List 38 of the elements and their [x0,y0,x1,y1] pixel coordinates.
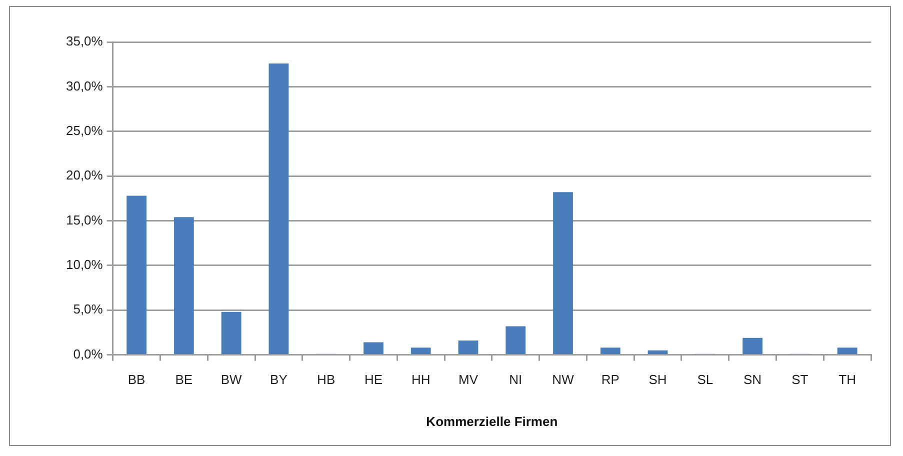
x-axis-title: Kommerzielle Firmen [426,414,558,429]
x-tick-label: BE [175,372,193,388]
x-tick-label: TH [838,372,856,388]
bar [506,326,526,354]
x-tick-label: SN [744,372,762,388]
x-tick-label: MV [458,372,478,388]
x-tick-label: RP [601,372,620,388]
y-tick-label: 15,0% [66,212,104,228]
y-tick-label: 5,0% [73,302,104,317]
bar [458,340,478,354]
x-tick-label: BW [220,372,243,388]
bar [742,338,762,354]
bar [268,63,289,354]
y-tick-label: 25,0% [66,122,104,138]
bar [553,192,573,354]
x-tick-label: HB [317,372,336,388]
bar [174,217,194,354]
bar [600,348,620,354]
y-tick-label: 0,0% [73,346,104,362]
x-tick-label: HE [364,372,383,388]
x-tick-label: BY [270,372,288,388]
x-tick-label: NI [509,372,522,388]
x-tick-label: SH [648,372,667,388]
bar [410,348,431,354]
y-tick-label: 35,0% [66,34,104,49]
y-tick-label: 10,0% [66,257,104,272]
x-tick-label: ST [792,372,808,388]
bar [126,196,147,354]
bar [648,350,668,354]
bar [837,348,858,354]
y-tick-label: 20,0% [66,168,104,183]
y-tick-label: 30,0% [66,78,104,94]
bar [221,312,242,354]
x-tick-label: NW [552,372,575,388]
x-tick-label: SL [697,372,714,388]
x-tick-label: BB [128,372,146,388]
x-tick-label: HH [411,372,430,388]
bar [364,342,384,354]
